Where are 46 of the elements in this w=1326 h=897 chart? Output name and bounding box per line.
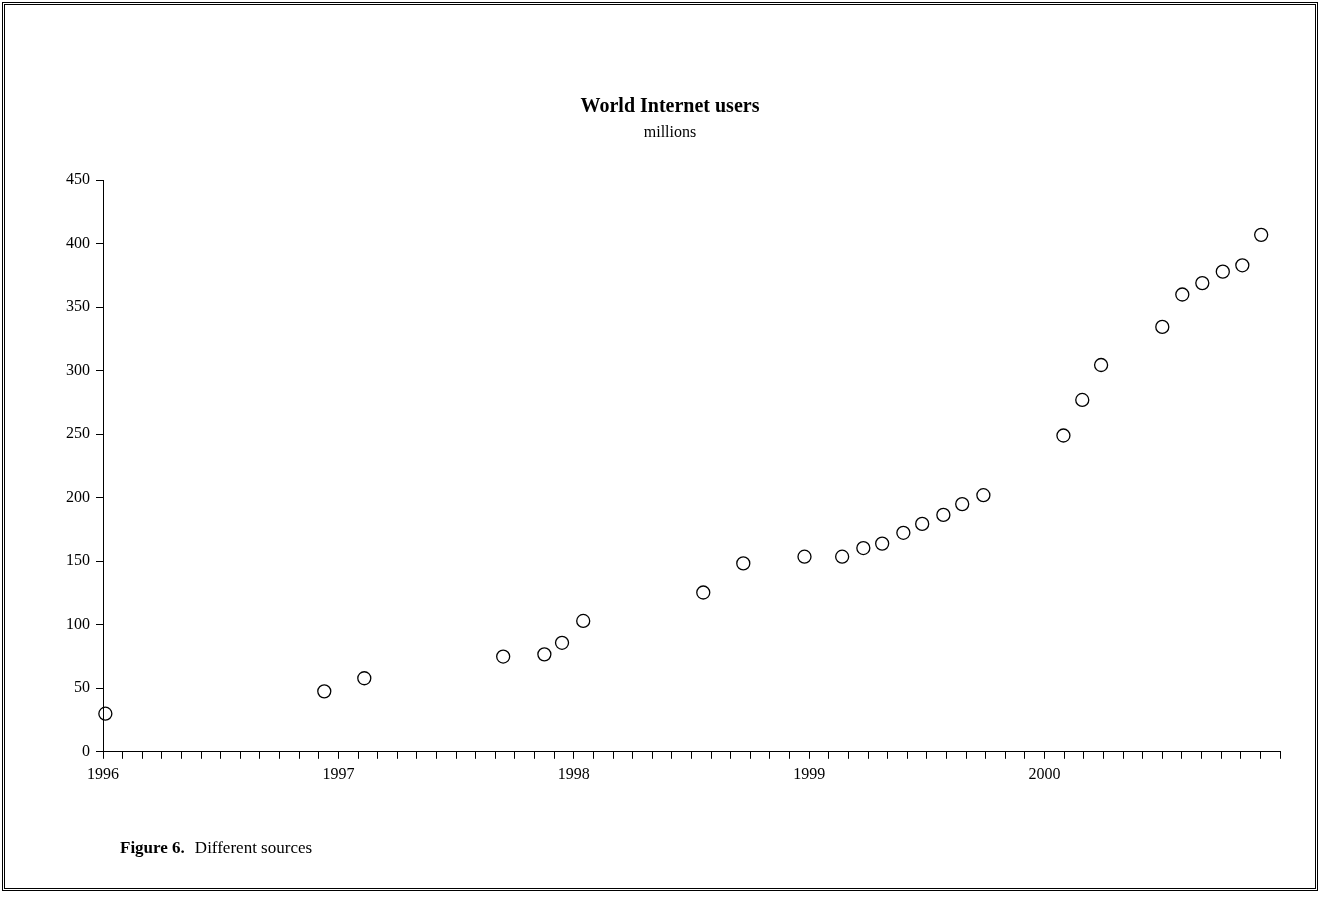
point: [696, 585, 711, 600]
x-tick-label: 1999: [793, 764, 826, 782]
point: [98, 706, 113, 721]
point: [537, 647, 552, 662]
point: [976, 488, 991, 503]
point: [357, 671, 372, 686]
y-tick-label: 200: [66, 487, 90, 505]
point: [936, 507, 951, 523]
y-tick-label: 0: [82, 742, 90, 759]
text: Different sources: [194, 838, 313, 857]
y-tick-label: 400: [66, 233, 90, 251]
point: [736, 556, 751, 571]
point: [915, 516, 930, 532]
y-tick-label: 250: [66, 424, 90, 442]
y-tick-label: 50: [74, 678, 90, 696]
x-tick-label: 1997: [322, 764, 355, 782]
y-tick-label: 350: [66, 297, 90, 315]
point: [955, 496, 970, 512]
y-tick-label: 450: [66, 170, 90, 188]
chart-title: World Internet users: [580, 94, 760, 117]
y-tick-label: 100: [66, 614, 90, 632]
point: [835, 549, 850, 564]
point: [1075, 392, 1090, 408]
x-tick-label: 1996: [87, 764, 119, 782]
point: [1175, 287, 1190, 302]
x-tick-label: 2000: [1028, 764, 1061, 782]
point: [1155, 319, 1170, 335]
point: [856, 540, 871, 556]
point: [554, 635, 570, 650]
point: [1093, 357, 1109, 373]
point: [1254, 227, 1269, 242]
caption: Figure 6.: [120, 838, 185, 857]
point: [317, 684, 332, 699]
point: [496, 649, 511, 664]
point: [875, 536, 890, 551]
point: [1235, 258, 1250, 273]
point: [797, 549, 812, 564]
y-tick-label: 150: [66, 551, 90, 569]
point: [1056, 428, 1071, 443]
point: [1195, 275, 1210, 291]
x-tick-label: 1998: [557, 764, 590, 782]
point: [1215, 264, 1230, 279]
y-tick-label: 300: [66, 360, 90, 378]
chart-subtitle: millions: [643, 122, 697, 140]
point: [576, 613, 591, 629]
point: [896, 525, 911, 540]
